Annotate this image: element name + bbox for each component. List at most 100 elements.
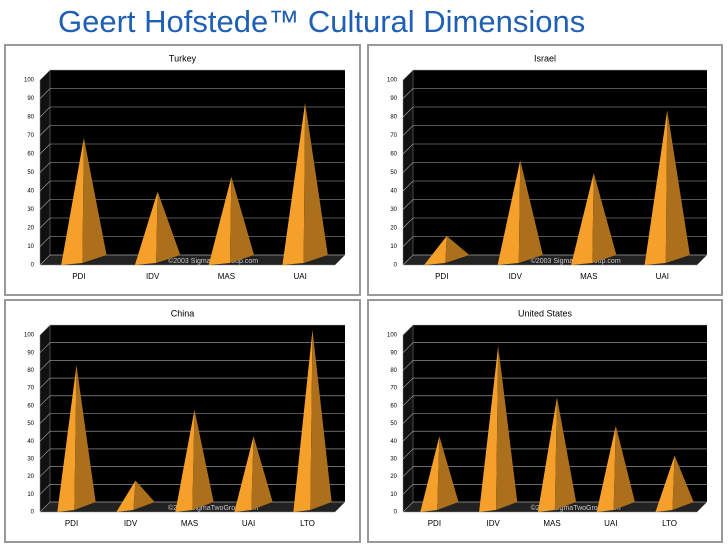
- y-tick-label: 60: [390, 152, 397, 158]
- y-tick-label: 0: [394, 510, 398, 516]
- y-tick-label: 0: [31, 263, 35, 269]
- pyramid: [175, 409, 214, 512]
- watermark: ©2003 SigmaTwoGroup.com: [531, 504, 621, 512]
- x-tick-label: IDV: [124, 519, 138, 528]
- grid-line: [39, 180, 345, 192]
- y-tick-label: 100: [24, 78, 35, 84]
- y-tick-label: 90: [27, 350, 34, 356]
- pyramid: [116, 480, 155, 512]
- grid-line: [402, 430, 707, 442]
- y-tick-label: 100: [24, 333, 35, 339]
- y-tick-label: 50: [27, 421, 34, 427]
- grid-line: [402, 125, 707, 136]
- y-tick-label: 20: [390, 474, 397, 480]
- grid-line: [402, 162, 707, 173]
- y-tick-label: 100: [387, 333, 398, 339]
- y-tick-label: 20: [390, 226, 397, 232]
- grid-line: [402, 69, 707, 81]
- y-tick-label: 70: [390, 133, 397, 139]
- pyramid: [644, 110, 690, 266]
- y-tick-label: 10: [390, 492, 397, 498]
- y-tick-label: 30: [390, 207, 397, 213]
- grid-line: [39, 395, 345, 407]
- grid-line: [402, 106, 707, 118]
- grid-line: [39, 162, 345, 173]
- x-tick-label: MAS: [218, 272, 235, 281]
- x-tick-label: MAS: [181, 519, 198, 528]
- grid-line: [402, 199, 707, 210]
- pyramid: [420, 436, 459, 512]
- grid-line: [39, 69, 345, 81]
- grid-line: [402, 180, 707, 192]
- y-tick-label: 70: [27, 133, 34, 139]
- y-tick-label: 10: [390, 244, 397, 250]
- grid-line: [39, 360, 345, 371]
- grid-line: [402, 413, 707, 424]
- x-tick-label: PDI: [428, 519, 441, 528]
- pyramid: [655, 455, 694, 512]
- grid-line: [39, 448, 345, 460]
- x-tick-label: IDV: [146, 272, 160, 281]
- y-tick-label: 20: [27, 226, 34, 232]
- pyramid: [537, 397, 577, 512]
- y-tick-label: 80: [390, 115, 397, 121]
- grid-line: [402, 143, 707, 155]
- y-tick-label: 90: [27, 96, 34, 102]
- y-tick-label: 20: [27, 474, 34, 480]
- pyramid: [596, 425, 635, 512]
- x-tick-label: LTO: [300, 519, 315, 528]
- chart-title: China: [171, 308, 195, 318]
- chart-title: Turkey: [169, 53, 197, 63]
- pyramid: [571, 173, 617, 265]
- grid-line: [402, 377, 707, 389]
- y-tick-label: 0: [31, 510, 35, 516]
- x-tick-label: PDI: [435, 272, 448, 281]
- grid-line: [39, 413, 345, 424]
- watermark: ©2003 SigmaTwoGroup.com: [168, 504, 258, 512]
- x-tick-label: UAI: [604, 519, 617, 528]
- chart-title: United States: [518, 308, 573, 318]
- x-tick-label: PDI: [65, 519, 78, 528]
- y-tick-label: 80: [27, 115, 34, 121]
- y-tick-label: 80: [390, 368, 397, 374]
- pyramid: [293, 330, 332, 512]
- x-tick-label: UAI: [242, 519, 255, 528]
- y-tick-label: 60: [27, 152, 34, 158]
- chart-title: Israel: [534, 53, 556, 63]
- x-tick-label: PDI: [72, 272, 85, 281]
- slide-title: Geert Hofstede™ Cultural Dimensions: [58, 4, 585, 39]
- grid-line: [402, 342, 707, 353]
- pyramid: [497, 160, 543, 265]
- y-tick-label: 30: [390, 456, 397, 462]
- y-tick-label: 40: [27, 189, 34, 195]
- pyramid: [208, 176, 255, 265]
- pyramid: [479, 345, 518, 512]
- grid-line: [39, 125, 345, 136]
- y-tick-label: 70: [390, 386, 397, 392]
- grid-line: [39, 342, 345, 353]
- pyramid: [134, 191, 181, 265]
- y-tick-label: 60: [27, 403, 34, 409]
- y-tick-label: 70: [27, 386, 34, 392]
- grid-line: [402, 448, 707, 460]
- y-tick-label: 0: [394, 263, 398, 269]
- y-tick-label: 80: [27, 368, 34, 374]
- y-tick-label: 40: [390, 189, 397, 195]
- y-tick-label: 100: [387, 78, 398, 84]
- pyramid: [61, 137, 107, 265]
- grid-line: [39, 88, 345, 99]
- grid-line: [39, 143, 345, 155]
- x-tick-label: MAS: [543, 519, 560, 528]
- y-tick-label: 40: [27, 439, 34, 445]
- grid-line: [39, 324, 345, 336]
- grid-line: [402, 88, 707, 99]
- y-tick-label: 30: [27, 207, 34, 213]
- x-tick-label: MAS: [580, 272, 597, 281]
- y-tick-label: 10: [27, 244, 34, 250]
- grid-line: [402, 360, 707, 371]
- y-tick-label: 50: [390, 421, 397, 427]
- pyramid: [282, 102, 328, 265]
- x-tick-label: LTO: [662, 519, 677, 528]
- grid-line: [39, 199, 345, 210]
